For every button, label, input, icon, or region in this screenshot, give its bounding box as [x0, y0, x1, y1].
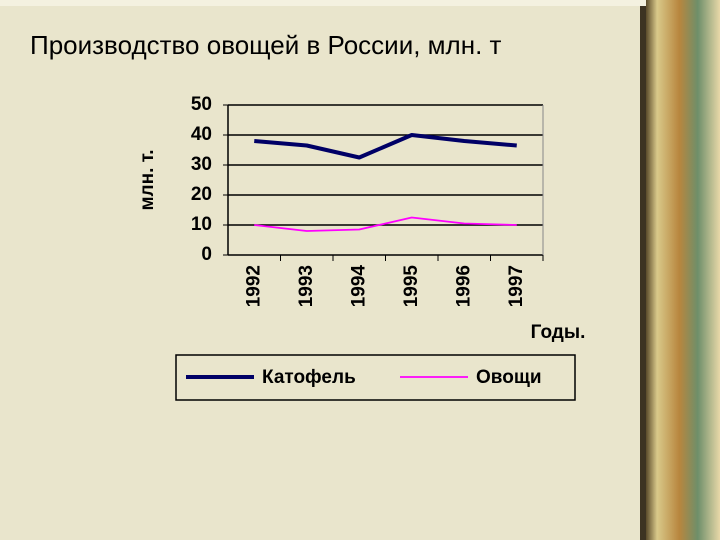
- x-tick-label: 1996: [453, 265, 474, 307]
- y-tick-label: 10: [191, 214, 212, 235]
- y-tick-label: 40: [191, 124, 212, 145]
- series-line: [254, 216, 517, 232]
- frame-top: [0, 0, 646, 6]
- legend-label: Катофель: [262, 367, 356, 388]
- y-tick-label: 30: [191, 154, 212, 175]
- x-tick-label: 1995: [401, 265, 422, 308]
- x-tick-label: 1994: [348, 265, 369, 308]
- frame-edge: [640, 0, 646, 540]
- legend-label: Овощи: [476, 367, 542, 388]
- decorative-border: [646, 0, 720, 540]
- x-tick-label: 1992: [243, 265, 264, 307]
- y-axis-label: млн. т.: [137, 149, 158, 210]
- x-axis-label: Годы.: [531, 322, 586, 343]
- y-tick-label: 0: [201, 244, 212, 265]
- slide-title: Производство овощей в России, млн. т: [30, 30, 502, 60]
- series-line: [254, 133, 517, 160]
- legend-box: [175, 354, 576, 401]
- x-tick-label: 1993: [296, 265, 317, 307]
- y-tick-label: 20: [191, 184, 212, 205]
- x-tick-label: 1997: [506, 265, 527, 307]
- y-tick-label: 50: [191, 94, 212, 115]
